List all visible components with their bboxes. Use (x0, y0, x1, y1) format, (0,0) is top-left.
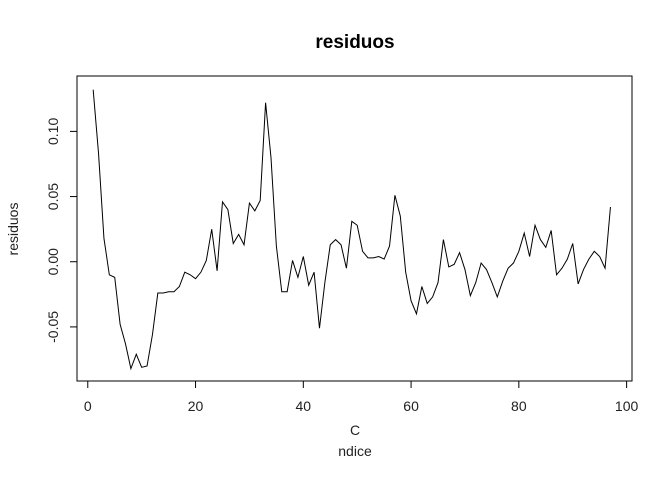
chart-title: residuos (315, 32, 394, 53)
y-tick-label: -0.05 (45, 311, 61, 343)
y-axis-label: residuos (5, 203, 21, 256)
y-tick-label: 0.05 (45, 183, 61, 210)
x-tick-label: 60 (403, 398, 419, 414)
y-tick-label: 0.10 (45, 118, 61, 145)
x-axis-label-line-1: C (350, 422, 360, 438)
y-axis: -0.05 0.00 0.05 0.10 (45, 118, 78, 343)
x-tick-label: 80 (511, 398, 527, 414)
x-tick-label: 20 (188, 398, 204, 414)
residuals-series-line (92, 89, 611, 371)
y-tick-label: 0.00 (45, 248, 61, 275)
x-axis: 0 20 40 60 80 100 (84, 380, 639, 414)
x-tick-label: 0 (84, 398, 92, 414)
plot-frame (76, 75, 633, 382)
x-tick-label: 40 (296, 398, 312, 414)
x-tick-label: 100 (615, 398, 639, 414)
x-axis-label-line-2: ndice (338, 443, 372, 459)
